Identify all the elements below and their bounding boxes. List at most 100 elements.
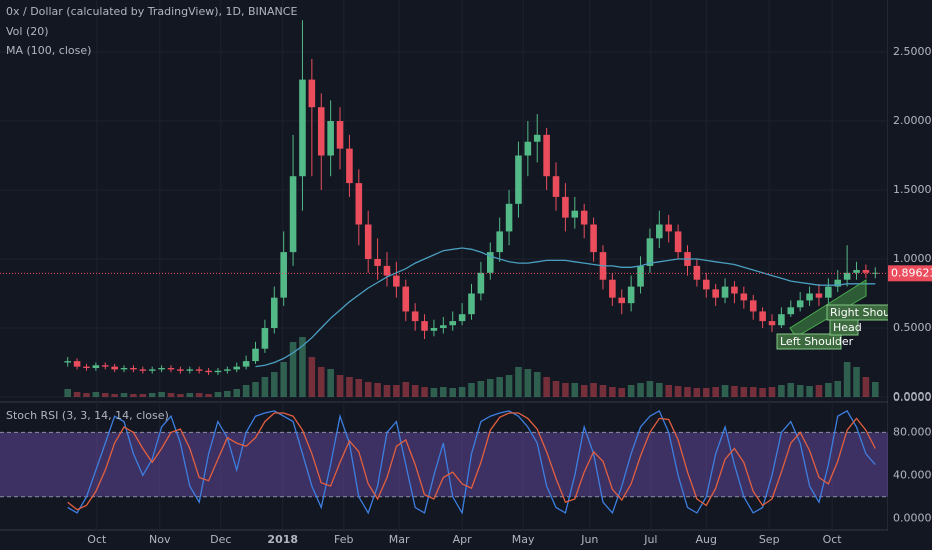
candle-body bbox=[862, 270, 870, 273]
candle-body bbox=[355, 183, 363, 225]
volume-bar bbox=[637, 382, 644, 397]
volume-bar bbox=[731, 385, 738, 397]
volume-bar bbox=[214, 391, 222, 397]
volume-bar bbox=[402, 381, 410, 397]
ma-line bbox=[255, 247, 876, 368]
volume-bar bbox=[468, 382, 475, 397]
volume-bar bbox=[224, 390, 231, 397]
candle-body bbox=[458, 314, 466, 322]
volume-bar bbox=[834, 380, 842, 397]
volume-bar bbox=[233, 388, 241, 397]
volume-bar bbox=[280, 361, 287, 397]
volume-bar bbox=[195, 392, 203, 397]
candle-body bbox=[299, 79, 306, 177]
candle-body bbox=[580, 210, 588, 225]
volume-bar bbox=[271, 371, 278, 397]
volume-bar bbox=[317, 366, 325, 397]
volume-bar bbox=[853, 366, 860, 397]
volume-bar bbox=[543, 376, 550, 397]
candle-body bbox=[543, 134, 550, 177]
y-tick-label: 2.500000 bbox=[893, 45, 932, 58]
osc-band bbox=[0, 432, 888, 497]
candle-body bbox=[618, 297, 626, 304]
candle-body bbox=[186, 369, 194, 371]
candle-body bbox=[252, 348, 259, 362]
candle-body bbox=[533, 134, 541, 142]
x-tick-label: Feb bbox=[334, 533, 353, 546]
candle-body bbox=[646, 238, 654, 266]
candle-body bbox=[749, 300, 757, 312]
volume-bar bbox=[590, 382, 597, 397]
volume-bar bbox=[515, 366, 522, 397]
volume-bar bbox=[721, 384, 729, 397]
volume-bar bbox=[327, 368, 334, 397]
candle-body bbox=[468, 293, 475, 315]
volume-bar bbox=[148, 392, 156, 397]
candle-body bbox=[637, 265, 644, 287]
annotation: Head bbox=[833, 321, 862, 334]
volume-bar bbox=[73, 391, 81, 397]
volume-bar bbox=[458, 386, 466, 397]
candle-body bbox=[853, 270, 860, 273]
candle-body bbox=[214, 370, 222, 373]
volume-bar bbox=[430, 387, 438, 397]
volume-bar bbox=[440, 386, 447, 397]
volume-bar bbox=[101, 392, 109, 397]
candle-body bbox=[505, 203, 513, 232]
candle-body bbox=[317, 107, 325, 156]
volume-bar bbox=[186, 392, 194, 397]
x-tick-label: Jul bbox=[643, 533, 657, 546]
volume-bar bbox=[120, 392, 128, 397]
volume-bar bbox=[656, 382, 663, 397]
volume-bar bbox=[825, 382, 832, 397]
candle-body bbox=[242, 361, 250, 367]
volume-bar bbox=[355, 378, 363, 397]
x-tick-label: Jun bbox=[580, 533, 598, 546]
volume-bar bbox=[627, 384, 635, 397]
candle-body bbox=[430, 328, 438, 331]
volume-bar bbox=[646, 380, 654, 397]
candle-body bbox=[609, 279, 616, 298]
last-price-label: 0.896234 bbox=[891, 266, 932, 279]
last-price-box bbox=[888, 265, 932, 282]
candle-body bbox=[111, 366, 118, 370]
candle-body bbox=[120, 368, 128, 370]
volume-bar bbox=[486, 378, 494, 397]
candle-body bbox=[167, 368, 175, 370]
volume-bar bbox=[524, 368, 532, 397]
volume-bar bbox=[336, 374, 344, 397]
candle-body bbox=[524, 141, 532, 156]
volume-bar bbox=[740, 386, 748, 397]
osc-line bbox=[67, 412, 876, 511]
candle-body bbox=[627, 286, 635, 304]
x-tick-label: Apr bbox=[453, 533, 473, 546]
candle-body bbox=[374, 259, 381, 266]
candle-body bbox=[411, 311, 419, 322]
osc-line bbox=[67, 409, 876, 515]
candle-body bbox=[590, 224, 597, 253]
annotation: Left Shoulder bbox=[780, 335, 854, 348]
volume-bar bbox=[496, 376, 503, 397]
volume-bar bbox=[64, 388, 71, 397]
annotation-box bbox=[776, 333, 842, 350]
volume-bar bbox=[599, 384, 607, 397]
x-tick-label: Mar bbox=[389, 533, 410, 546]
volume-bar bbox=[346, 376, 353, 397]
volume-bar bbox=[477, 380, 485, 397]
candle-body bbox=[205, 370, 212, 373]
candle-body bbox=[515, 155, 522, 204]
candle-body bbox=[280, 252, 287, 298]
volume-bar bbox=[289, 341, 297, 397]
volume-bar bbox=[383, 384, 391, 397]
y-tick-label: 1.000000 bbox=[893, 252, 932, 265]
volume-bar bbox=[768, 386, 776, 397]
candle-body bbox=[806, 293, 813, 301]
candle-body bbox=[336, 121, 344, 149]
volume-bar bbox=[111, 393, 118, 397]
candle-body bbox=[73, 361, 81, 367]
candle-body bbox=[571, 210, 579, 218]
candle-body bbox=[271, 297, 278, 329]
candle-body bbox=[158, 368, 165, 370]
candle-body bbox=[346, 148, 353, 184]
candle-body bbox=[289, 176, 297, 253]
